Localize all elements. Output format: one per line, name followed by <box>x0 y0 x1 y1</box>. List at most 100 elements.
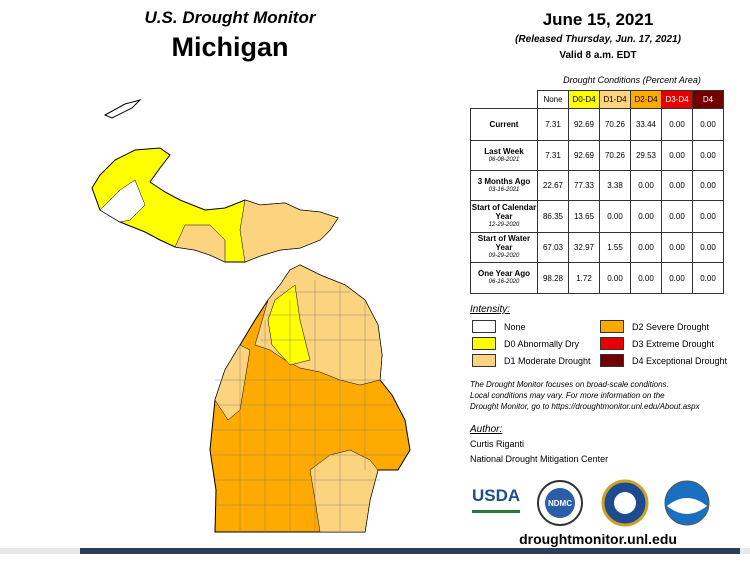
legend-swatch <box>472 354 496 367</box>
legend-label: D4 Exceptional Drought <box>632 355 728 366</box>
table-caption: Drought Conditions (Percent Area) <box>563 75 701 85</box>
lp-west <box>214 344 251 421</box>
cell: 0.00 <box>630 262 662 294</box>
title: U.S. Drought Monitor <box>144 8 316 27</box>
doc-seal-inner <box>614 492 636 514</box>
column-header: D2-D4 <box>630 90 662 109</box>
ndmc-core <box>545 488 575 518</box>
row-label-text: One Year Ago <box>477 269 531 278</box>
table-row: 3 Months Ago 03-16-2021 22.67 77.33 3.38 0.00… <box>470 170 724 201</box>
cell: 0.00 <box>692 232 724 263</box>
cell: 0.00 <box>661 232 693 263</box>
note-line: The Drought Monitor focuses on broad-sca… <box>470 380 669 389</box>
cell: 1.72 <box>568 262 600 294</box>
legend-label: D1 Moderate Drought <box>504 355 591 366</box>
lp-southeast <box>309 449 379 533</box>
note-line: Drought Monitor, go to https://droughtmo… <box>470 402 700 411</box>
cell: 0.00 <box>692 262 724 294</box>
row-label-text: Start of Water Year <box>477 234 531 252</box>
legend-item: D3 Extreme Drought <box>600 337 714 350</box>
valid: Valid 8 a.m. EDT <box>559 50 637 61</box>
cell: 22.67 <box>537 170 569 201</box>
cell: 0.00 <box>661 170 693 201</box>
cell: 0.00 <box>692 140 724 171</box>
table-row: Current 7.31 92.69 70.26 33.44 0.00 0.00 <box>470 108 724 141</box>
cell: 0.00 <box>661 108 693 141</box>
author-title: Author: <box>470 424 503 435</box>
cell: 0.00 <box>599 262 631 294</box>
cell: 70.26 <box>599 140 631 171</box>
column-header: None <box>537 90 569 109</box>
logo-usda: USDA <box>472 486 521 513</box>
header-row: None D0-D4 D1-D4 D2-D4 D3-D4 D4 <box>471 90 724 109</box>
table-row: Start of Calendar Year 12-29-2020 86.35 13.… <box>470 200 724 233</box>
row-label-text: 3 Months Ago <box>477 176 531 186</box>
up-mid <box>174 224 226 263</box>
legend-item: D4 Exceptional Drought <box>600 354 727 367</box>
author-org: National Drought Mitigation Center <box>470 454 609 464</box>
cell: 7.31 <box>537 108 569 141</box>
row-label: Start of Calendar Year 12-29-2020 <box>470 200 538 233</box>
logo-ndmc: NDMC <box>548 499 572 508</box>
cell: 0.00 <box>692 200 724 233</box>
map <box>91 99 411 533</box>
cell: 0.00 <box>661 262 693 294</box>
up-west-none <box>99 179 146 223</box>
row-date: 03-16-2021 <box>488 186 520 193</box>
cell: 32.97 <box>568 232 600 263</box>
logos: NDMC <box>537 479 710 527</box>
table-row: Start of Water Year 09-29-2020 67.03 32.97 1… <box>470 232 724 263</box>
legend-item: D1 Moderate Drought <box>472 354 591 367</box>
legend-label: D3 Extreme Drought <box>632 338 715 349</box>
author-name: Curtis Riganti <box>470 439 525 449</box>
row-date: 06-16-2020 <box>488 279 520 285</box>
cell: 0.00 <box>630 170 662 201</box>
table-row: Last Week 06-08-2021 7.31 92.69 70.26 29.53 0.… <box>470 140 724 171</box>
cell: 1.55 <box>599 232 631 263</box>
cell: 70.26 <box>599 108 631 141</box>
legend-swatch <box>472 337 496 350</box>
row-label: Start of Water Year 09-29-2020 <box>470 232 538 263</box>
row-label-text: Start of Calendar Year <box>471 203 537 221</box>
up-east <box>239 199 339 263</box>
cell: 0.00 <box>692 170 724 201</box>
cell: 13.65 <box>568 200 600 233</box>
row-date: 12-29-2020 <box>488 222 520 228</box>
isle-royale <box>103 99 142 119</box>
cell: 0.00 <box>599 200 631 233</box>
legend-title: Intensity: <box>470 304 511 315</box>
row-date: 06-08-2021 <box>488 156 520 163</box>
lp-dry <box>267 284 311 366</box>
table-row: One Year Ago 06-16-2020 98.28 1.72 0.00 0.00 0… <box>470 262 724 294</box>
row-label: One Year Ago 06-16-2020 <box>470 262 538 294</box>
legend-label: None <box>504 321 526 332</box>
cell: 3.38 <box>599 170 631 201</box>
row-label: 3 Months Ago 03-16-2021 <box>470 170 538 201</box>
cell: 0.00 <box>630 232 662 263</box>
footer-url: droughtmonitor.unl.edu <box>519 531 677 547</box>
legend-swatch <box>600 320 624 333</box>
legend-item: None <box>472 320 526 333</box>
note-line: Local conditions may vary. For more info… <box>470 391 665 400</box>
row-label: Last Week 06-08-2021 <box>470 140 538 171</box>
row-label: Current <box>470 108 538 141</box>
corner-cell <box>471 91 538 109</box>
released: (Released Thursday, Jun. 17, 2021) <box>515 34 681 45</box>
legend-label: D2 Severe Drought <box>632 321 710 332</box>
legend-swatch <box>600 337 624 350</box>
cell: 92.69 <box>568 108 600 141</box>
cell: 0.00 <box>630 200 662 233</box>
legend-item: D0 Abnormally Dry <box>472 337 579 350</box>
cell: 77.33 <box>568 170 600 201</box>
date: June 15, 2021 <box>542 10 654 29</box>
column-header: D3-D4 <box>661 90 693 109</box>
noaa-bird <box>667 498 707 514</box>
column-header: D0-D4 <box>568 90 600 109</box>
legend-swatch <box>472 320 496 333</box>
row-label-text: Last Week <box>484 146 524 156</box>
scrollbar-thumb[interactable] <box>80 548 740 554</box>
cell: 0.00 <box>692 108 724 141</box>
cell: 86.35 <box>537 200 569 233</box>
cell: 98.28 <box>537 262 569 294</box>
